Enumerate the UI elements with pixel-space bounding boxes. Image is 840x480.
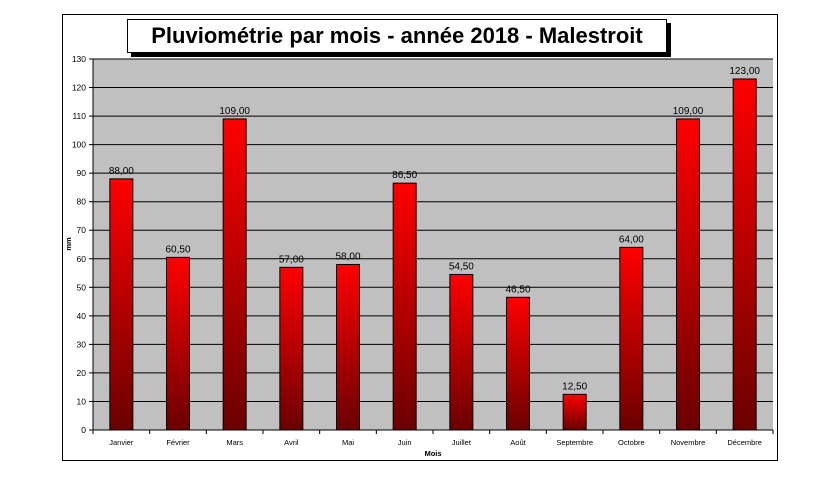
x-tick-label: Octobre <box>618 438 645 447</box>
x-tick-label: Décembre <box>727 438 762 447</box>
bar-Décembre <box>732 78 757 431</box>
data-label: 57,00 <box>279 254 304 265</box>
bar-Juin <box>392 182 417 431</box>
data-label: 46,50 <box>505 284 530 295</box>
y-tick-label: 40 <box>77 311 87 321</box>
chart-frame <box>62 14 778 461</box>
plot-area <box>93 59 773 430</box>
x-tick-label: Janvier <box>109 438 134 447</box>
data-label: 54,50 <box>449 261 474 272</box>
y-tick-label: 20 <box>77 368 87 378</box>
x-axis-label: Mois <box>424 449 441 458</box>
bar-Mars <box>222 118 247 431</box>
y-tick-label: 60 <box>77 254 87 264</box>
data-label: 109,00 <box>673 106 704 117</box>
data-label: 64,00 <box>619 234 644 245</box>
y-tick-label: 110 <box>72 111 86 121</box>
bar-Octobre <box>619 246 644 431</box>
x-tick-label: Août <box>510 438 526 447</box>
x-tick-label: Juillet <box>452 438 472 447</box>
data-label: 58,00 <box>335 251 360 262</box>
data-label: 60,50 <box>165 244 190 255</box>
bar-Juillet <box>449 273 474 431</box>
x-tick-label: Novembre <box>671 438 706 447</box>
data-label: 88,00 <box>109 166 134 177</box>
bar-Avril <box>279 266 304 431</box>
x-tick-label: Mars <box>226 438 243 447</box>
x-tick-label: Avril <box>284 438 299 447</box>
x-tick-label: Février <box>166 438 190 447</box>
bar-Novembre <box>676 118 700 431</box>
x-tick-label: Juin <box>398 438 412 447</box>
x-tick-label: Mai <box>342 438 354 447</box>
y-tick-label: 80 <box>77 197 87 207</box>
y-tick-label: 100 <box>72 140 86 150</box>
y-tick-label: 0 <box>81 425 86 435</box>
x-tick-label: Septembre <box>556 438 593 447</box>
y-axis-label: mm <box>64 237 73 251</box>
bar-Février <box>166 256 190 431</box>
bar-Mai <box>336 263 360 431</box>
y-tick-label: 120 <box>72 83 86 93</box>
y-tick-label: 10 <box>77 396 87 406</box>
data-label: 123,00 <box>729 66 760 77</box>
bar-Septembre <box>562 393 587 431</box>
data-label: 109,00 <box>219 106 250 117</box>
y-tick-label: 90 <box>77 168 87 178</box>
y-tick-label: 130 <box>72 54 86 64</box>
chart-title: Pluviométrie par mois - année 2018 - Mal… <box>127 19 667 53</box>
bar-Janvier <box>109 178 134 431</box>
y-tick-label: 70 <box>77 225 87 235</box>
data-label: 86,50 <box>392 170 417 181</box>
data-label: 12,50 <box>562 381 587 392</box>
y-tick-label: 30 <box>77 339 87 349</box>
y-tick-label: 50 <box>77 282 87 292</box>
bar-Août <box>506 296 530 431</box>
